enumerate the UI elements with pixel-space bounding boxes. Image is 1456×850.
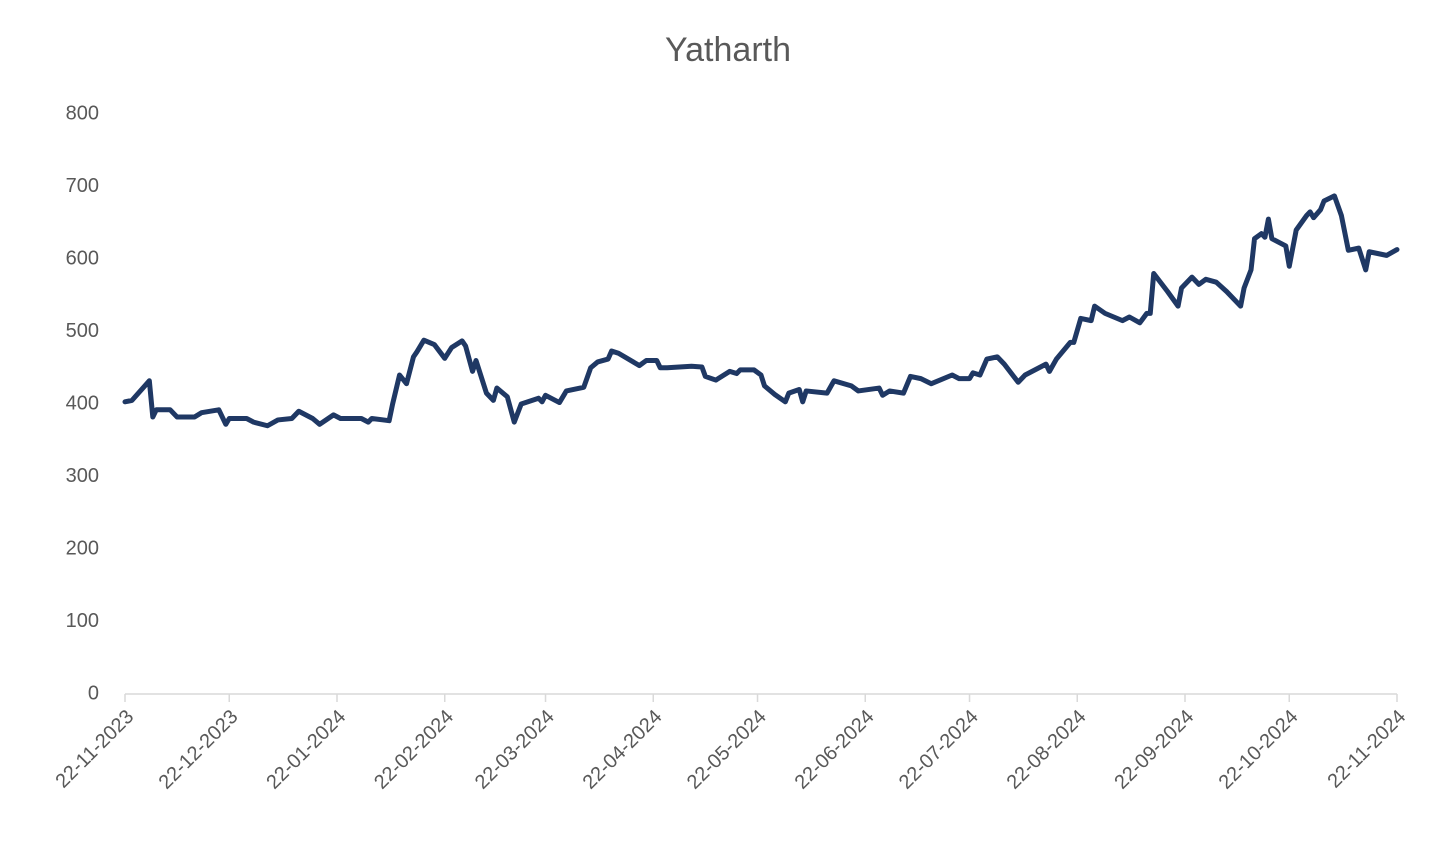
- y-tick-label: 300: [66, 465, 99, 487]
- x-tick-label: 22-10-2024: [1215, 706, 1303, 794]
- x-tick-label: 22-11-2024: [1323, 706, 1410, 793]
- y-tick-label: 800: [66, 102, 99, 124]
- y-tick-label: 500: [66, 320, 99, 342]
- x-tick-label: 22-06-2024: [791, 706, 879, 794]
- y-tick-label: 200: [66, 537, 99, 559]
- x-tick-label: 22-08-2024: [1003, 706, 1091, 794]
- x-tick-label: 22-12-2023: [155, 706, 243, 794]
- x-tick-label: 22-04-2024: [579, 706, 667, 794]
- x-tick-label: 22-05-2024: [683, 706, 771, 794]
- x-tick-label: 22-02-2024: [370, 706, 458, 794]
- price-line: [122, 193, 1400, 429]
- x-tick-label: 22-03-2024: [471, 706, 559, 794]
- x-tick-label: 22-07-2024: [895, 706, 983, 794]
- y-tick-label: 400: [66, 392, 99, 414]
- y-tick-label: 100: [66, 610, 99, 632]
- x-tick-label: 22-01-2024: [262, 706, 350, 794]
- x-tick-label: 22-09-2024: [1110, 706, 1198, 794]
- y-tick-label: 700: [66, 175, 99, 197]
- x-tick-label: 22-11-2023: [51, 706, 138, 793]
- y-tick-label: 600: [66, 247, 99, 269]
- chart-title: Yatharth: [665, 31, 791, 69]
- y-tick-label: 0: [88, 682, 99, 704]
